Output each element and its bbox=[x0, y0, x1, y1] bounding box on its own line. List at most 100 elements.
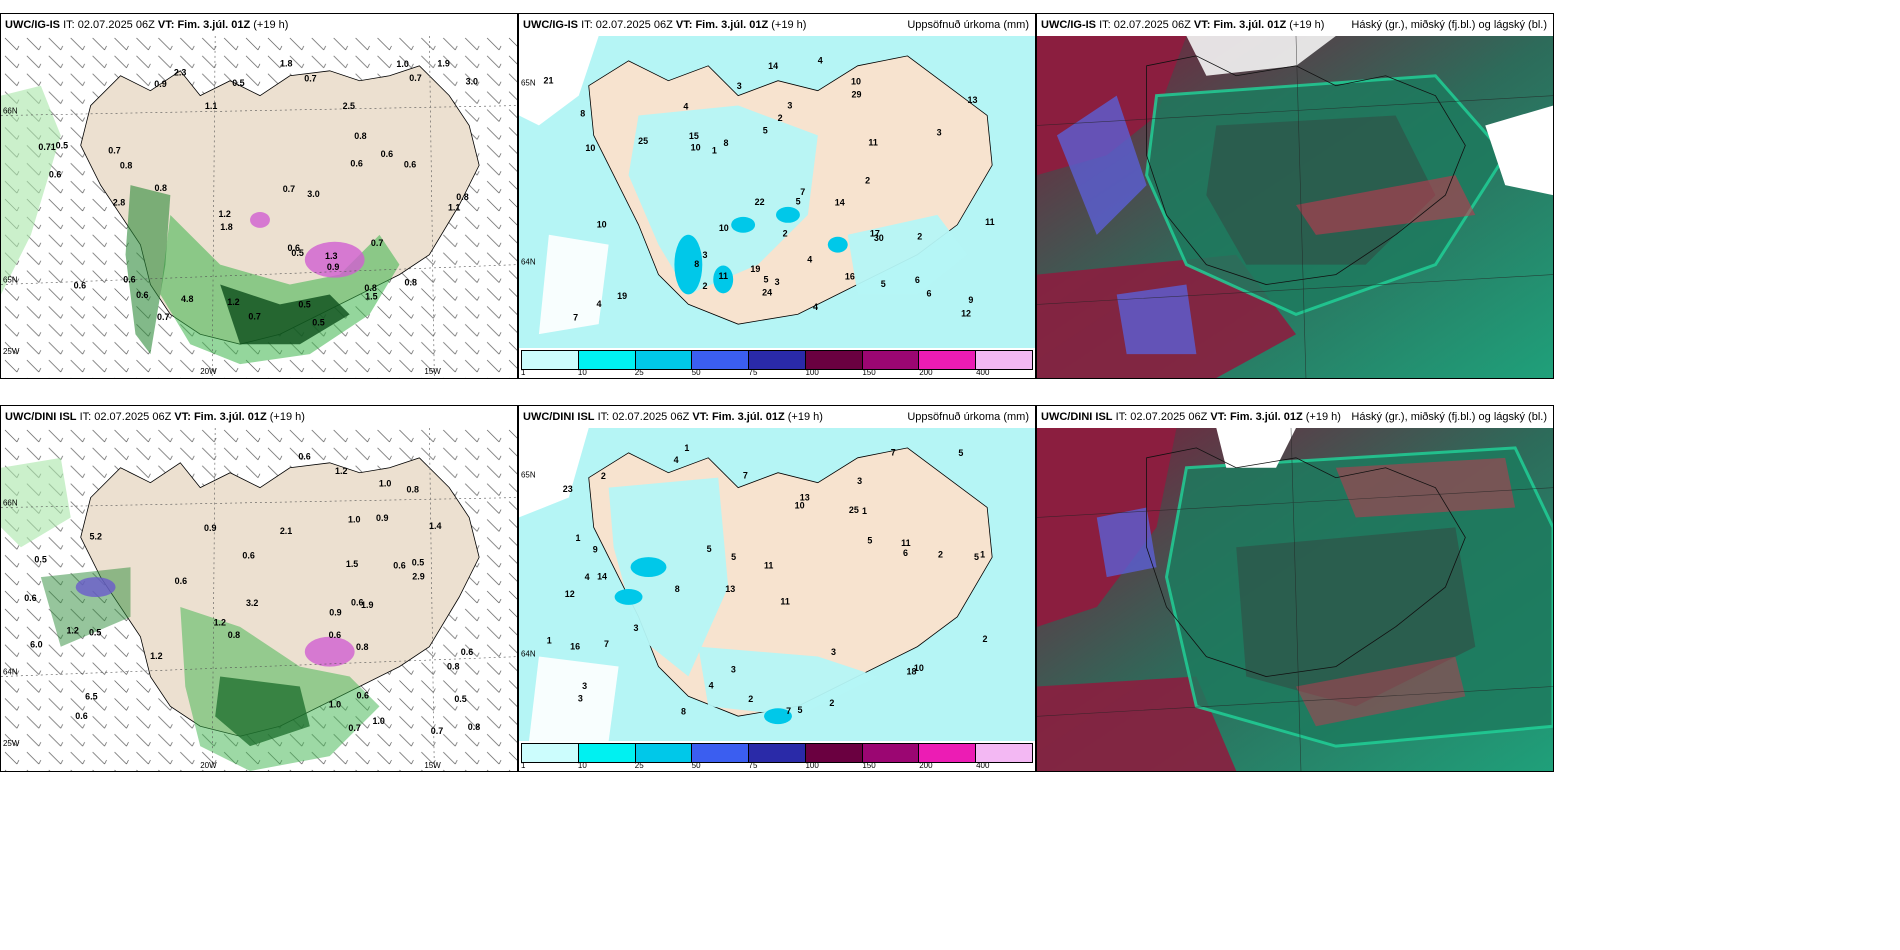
precip-value-label: 0.71 bbox=[38, 142, 55, 152]
precip-value-label: 11 bbox=[764, 561, 773, 571]
precip-value-label: 4 bbox=[709, 680, 714, 690]
it-value: 02.07.2025 06Z bbox=[1130, 411, 1208, 423]
precip-value-label: 7 bbox=[604, 639, 609, 649]
legend-ticks: 1 10 25 50 75 100 150 200 400 bbox=[521, 761, 1033, 771]
legend-swatch bbox=[522, 744, 579, 762]
precip-value-label: 1.2 bbox=[227, 297, 239, 307]
precip-value-label: 0.6 bbox=[329, 630, 341, 640]
legend-color-bar bbox=[521, 350, 1033, 370]
precip-value-label: 7 bbox=[743, 470, 748, 480]
precip-value-label: 0.8 bbox=[228, 630, 240, 640]
lat-line bbox=[1, 497, 517, 508]
precip-value-label: 19 bbox=[617, 291, 627, 301]
precip-value-label: 14 bbox=[597, 572, 607, 582]
legend-swatch bbox=[522, 351, 579, 369]
lead-time: (+19 h) bbox=[253, 19, 289, 31]
precip-core bbox=[674, 234, 703, 295]
model-name: UWC/IG-IS bbox=[1041, 19, 1096, 31]
precip-value-label: 0.5 bbox=[56, 140, 68, 150]
legend-swatch bbox=[749, 351, 806, 369]
precip-value-label: 29 bbox=[852, 89, 862, 99]
legend-tick: 75 bbox=[748, 761, 758, 770]
cloud-cover-map bbox=[1037, 36, 1553, 378]
precip-value-label: 0.9 bbox=[329, 608, 341, 618]
precip-value-label: 2.9 bbox=[412, 572, 424, 582]
legend-tick: 25 bbox=[634, 368, 644, 377]
precip-value-label: 1.2 bbox=[214, 617, 226, 627]
coastline bbox=[1146, 447, 1466, 677]
precip-value-label: 0.7 bbox=[409, 73, 421, 83]
precip-value-label: 10 bbox=[851, 77, 861, 87]
precip-value-label: 3 bbox=[775, 277, 780, 287]
legend-tick: 75 bbox=[748, 368, 758, 377]
precip-value-label: 5 bbox=[731, 552, 736, 562]
precip-value-label: 9 bbox=[968, 295, 973, 305]
it-label: IT: bbox=[63, 19, 75, 31]
panel-cloud-cover-row1: UWC/IG-IS IT: 02.07.2025 06Z VT: Fim. 3.… bbox=[1036, 13, 1554, 379]
precip-value-label: 1 bbox=[547, 636, 552, 646]
precip-value-label: 10 bbox=[914, 663, 924, 673]
precip-value-label: 17 bbox=[870, 228, 880, 238]
precip-value-label: 0.6 bbox=[24, 593, 36, 603]
precip-core bbox=[713, 265, 734, 294]
lon-line bbox=[211, 36, 216, 378]
precip-value-label: 13 bbox=[968, 95, 978, 105]
legend-swatch bbox=[578, 351, 636, 369]
precip-value-label: 25 bbox=[849, 505, 859, 515]
accumulated-precip-map: 4 2 7 2 3 4 6 10 5 8 12 10 11 14 16 15 17 10 22 13 21 19 24 14 3… bbox=[519, 36, 1035, 348]
lat-label: 65N bbox=[521, 79, 536, 88]
panel-accumulated-precip-row2: UWC/DINI ISL IT: 02.07.2025 06Z VT: Fim.… bbox=[518, 405, 1036, 772]
wet-area-east bbox=[847, 214, 968, 295]
panel-title: Háský (gr.), miðský (fj.bl.) og lágský (… bbox=[1351, 19, 1547, 31]
precip-value-label: 1.1 bbox=[448, 203, 460, 213]
wet-area-south bbox=[698, 646, 878, 717]
precip-value-label: 1 bbox=[980, 549, 985, 559]
precip-value-label: 3 bbox=[787, 101, 792, 111]
precip-value-label: 0.8 bbox=[120, 161, 132, 171]
precip-area-south bbox=[160, 214, 400, 365]
panel-accumulated-precip-row1: UWC/IG-IS IT: 02.07.2025 06Z VT: Fim. 3.… bbox=[518, 13, 1036, 379]
precip-core-north bbox=[250, 211, 270, 228]
precip-value-label: 10 bbox=[719, 223, 729, 233]
precip-value-label: 5 bbox=[796, 196, 801, 206]
precip-value-label: 8 bbox=[675, 584, 680, 594]
precip-value-label: 22 bbox=[755, 197, 765, 207]
model-name: UWC/DINI ISL bbox=[1041, 411, 1113, 423]
precip-value-label: 23 bbox=[563, 484, 573, 494]
it-value: 02.07.2025 06Z bbox=[1113, 19, 1191, 31]
precip-value-label: 3 bbox=[937, 128, 942, 138]
model-name: UWC/DINI ISL bbox=[5, 411, 77, 423]
it-label: IT: bbox=[1099, 19, 1111, 31]
lon-label: 20W bbox=[200, 761, 217, 770]
precip-value-label: 4.8 bbox=[181, 294, 193, 304]
precip-value-label: 3.2 bbox=[246, 598, 258, 608]
precip-value-label: 2 bbox=[865, 175, 870, 185]
precip-value-label: 0.6 bbox=[74, 281, 86, 291]
precip-value-label: 4 bbox=[813, 302, 818, 312]
precip-value-label: 15 bbox=[689, 131, 699, 141]
mid-cloud bbox=[1116, 284, 1197, 355]
legend-swatch bbox=[749, 744, 806, 762]
precip-value-label: 1.2 bbox=[150, 651, 162, 661]
precip-value-label: 0.6 bbox=[298, 452, 310, 462]
legend-swatch bbox=[862, 351, 920, 369]
panel-header: UWC/IG-IS IT: 02.07.2025 06Z VT: Fim. 3.… bbox=[1, 14, 517, 36]
precip-value-label: 10 bbox=[691, 142, 701, 152]
precip-value-label: 1.2 bbox=[66, 625, 78, 635]
precip-value-label: 9 bbox=[593, 545, 598, 555]
legend-tick: 200 bbox=[919, 368, 933, 377]
precip-value-label: 4 bbox=[818, 55, 823, 65]
high-cloud-core bbox=[1206, 115, 1436, 265]
precip-value-label: 0.8 bbox=[354, 131, 366, 141]
precip-value-label: 3 bbox=[633, 623, 638, 633]
panel-title: Uppsöfnuð úrkoma (mm) bbox=[907, 411, 1029, 423]
red-streak bbox=[1335, 457, 1516, 518]
legend-tick: 50 bbox=[691, 761, 701, 770]
precip-value-label: 0.7 bbox=[108, 146, 120, 156]
legend-tick: 50 bbox=[691, 368, 701, 377]
precip-value-label: 0.5 bbox=[291, 248, 303, 258]
precip-value-label: 4 bbox=[674, 455, 679, 465]
precip-value-label: 3.0 bbox=[466, 76, 478, 86]
model-name: UWC/IG-IS bbox=[5, 19, 60, 31]
